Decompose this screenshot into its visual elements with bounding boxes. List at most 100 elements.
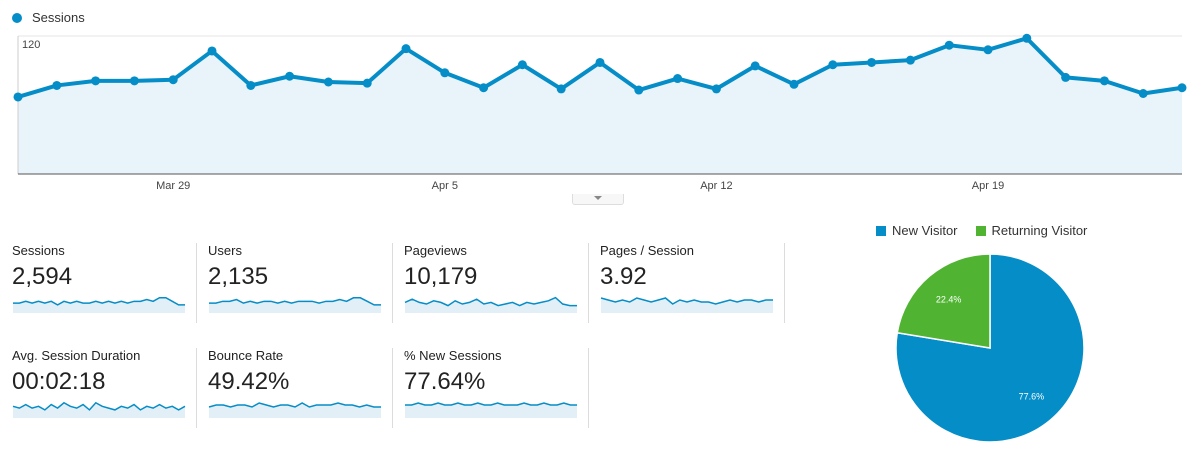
metric-sparkline [12,401,186,418]
sessions-data-point [944,40,954,50]
metric-label: Bounce Rate [208,348,284,363]
pie-slice [895,253,1085,443]
sessions-data-point [905,55,915,65]
sparkline-line [12,401,186,411]
metric-sparkline [405,402,577,418]
sessions-data-point [634,85,644,95]
sessions-data-point [168,75,178,85]
sessions-data-point [1061,72,1071,82]
metric-divider [196,243,197,323]
metric-divider [588,348,589,428]
sessions-data-point [595,57,605,67]
sessions-data-point [1177,83,1187,93]
metric-label: Pageviews [404,243,467,258]
metric-value: 2,135 [208,263,269,290]
sessions-data-point [556,84,566,94]
sessions-data-point [246,80,256,90]
pie-legend-label-returning: Returning Visitor [991,223,1088,238]
metric-label: Pages / Session [600,243,694,258]
sparkline-area [209,297,381,313]
sparkline-area [405,297,577,313]
returning-visitor-swatch [975,225,986,236]
metric-5[interactable]: Bounce Rate 49.42% [208,348,388,434]
sessions-data-point [285,71,295,81]
x-tick-label: Apr 19 [972,180,1004,192]
metric-value: 00:02:18 [12,368,106,395]
sessions-data-point [479,83,489,93]
sparkline-line [405,402,577,406]
new-visitor-swatch [876,225,886,236]
metric-label: Sessions [12,243,65,258]
sessions-data-point [673,74,683,84]
metric-divider [784,243,785,323]
sessions-data-point [91,76,101,86]
sessions-legend-label: Sessions [32,10,85,25]
sessions-data-point [52,80,62,90]
sparkline-line [209,297,381,306]
metric-sparkline [600,297,773,313]
metric-label: % New Sessions [404,348,502,363]
pie-slice-label: 22.4% [936,294,962,304]
metric-4[interactable]: Avg. Session Duration 00:02:18 [12,348,192,434]
x-tick-label: Apr 12 [700,180,732,192]
sessions-legend-dot [12,12,22,23]
sessions-data-point [440,68,450,78]
metric-label: Users [208,243,242,258]
x-tick-label: Apr 5 [432,180,458,192]
metric-divider [392,348,393,428]
pie-legend: New Visitor Returning Visitor [876,223,1087,238]
sparkline-area [209,403,381,418]
sessions-data-point [207,46,217,56]
metric-0[interactable]: Sessions 2,594 [12,243,192,329]
metric-divider [588,243,589,323]
sessions-data-point [129,76,139,86]
sparkline-line [404,296,577,307]
sessions-data-point [13,92,23,102]
sparkline-area [13,402,185,418]
sessions-data-point [867,57,877,67]
y-tick-label: 120 [22,39,40,51]
sessions-data-point [1099,76,1109,86]
metric-sparkline [404,296,577,313]
visitor-pie-chart: 77.6% 22.4% [895,253,1085,443]
metric-label: Avg. Session Duration [12,348,141,363]
sparkline-line [208,402,381,408]
sessions-data-point [983,45,993,55]
metric-divider [392,243,393,323]
sparkline-line [600,297,773,305]
sessions-data-point [1022,33,1032,43]
sessions-data-point [401,44,411,54]
sparkline-line [13,297,185,306]
sessions-data-point [1138,89,1148,98]
chart-collapse-handle[interactable] [572,194,624,205]
metric-3[interactable]: Pages / Session 3.92 [600,243,780,329]
pie-legend-label-new: New Visitor [892,223,958,238]
sessions-data-point [323,77,333,87]
pie-slice [896,253,991,349]
sparkline-area [405,403,577,418]
metric-1[interactable]: Users 2,135 [208,243,388,329]
metric-value: 49.42% [208,368,290,395]
sessions-data-point [750,61,760,71]
sessions-data-point [517,60,527,70]
sparkline-area [601,298,773,313]
metric-6[interactable]: % New Sessions 77.64% [404,348,584,434]
sessions-data-point [789,79,799,89]
sessions-data-point [711,84,721,94]
sessions-data-point [828,60,838,70]
metric-value: 2,594 [12,263,73,290]
pie-legend-item-returning[interactable]: Returning Visitor [975,223,1088,238]
metric-value: 77.64% [404,368,486,395]
metric-sparkline [209,297,381,313]
sessions-data-point [362,78,372,88]
pie-legend-item-new[interactable]: New Visitor [876,223,958,238]
metric-divider [196,348,197,428]
x-tick-label: Mar 29 [156,180,190,192]
main-chart-legend: Sessions [12,10,85,25]
sparkline-area [13,297,185,313]
metric-sparkline [13,297,185,313]
metric-sparkline [208,402,381,418]
metric-2[interactable]: Pageviews 10,179 [404,243,584,329]
chevron-down-icon [594,196,602,200]
